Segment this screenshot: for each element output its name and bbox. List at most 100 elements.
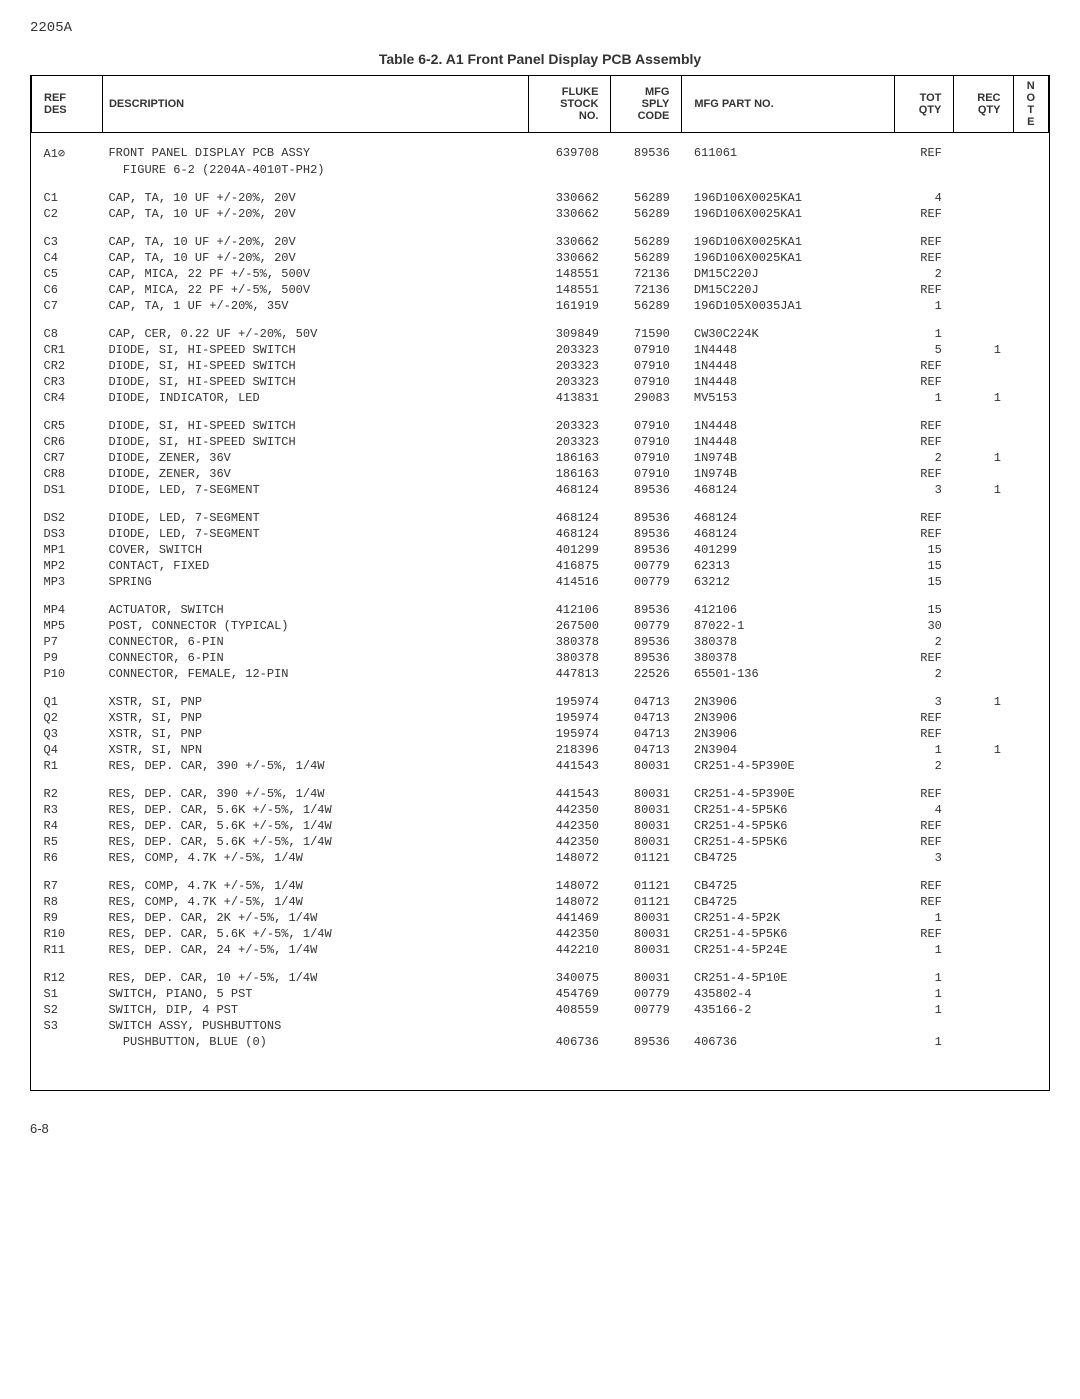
- parts-table-container: REF DES DESCRIPTION FLUKE STOCK NO. MFG …: [30, 75, 1050, 1091]
- cell: 22526: [611, 666, 682, 682]
- cell: CW30C224K: [682, 326, 895, 342]
- cell: 148551: [528, 266, 611, 282]
- cell: CAP, TA, 10 UF +/-20%, 20V: [102, 250, 528, 266]
- cell: [895, 162, 954, 178]
- cell: R7: [32, 878, 103, 894]
- cell: RES, COMP, 4.7K +/-5%, 1/4W: [102, 850, 528, 866]
- cell: [1013, 510, 1049, 526]
- cell: XSTR, SI, NPN: [102, 742, 528, 758]
- cell: RES, COMP, 4.7K +/-5%, 1/4W: [102, 894, 528, 910]
- cell: [954, 374, 1013, 390]
- cell: S3: [32, 1018, 103, 1034]
- cell: RES, DEP. CAR, 5.6K +/-5%, 1/4W: [102, 926, 528, 942]
- cell: [1013, 942, 1049, 958]
- cell: [1013, 694, 1049, 710]
- cell: REF: [895, 834, 954, 850]
- cell: CR251-4-5P2K: [682, 910, 895, 926]
- cell: [954, 834, 1013, 850]
- cell: [954, 250, 1013, 266]
- cell: R11: [32, 942, 103, 958]
- cell: RES, DEP. CAR, 10 +/-5%, 1/4W: [102, 970, 528, 986]
- cell: 406736: [528, 1034, 611, 1050]
- cell: 72136: [611, 266, 682, 282]
- cell: REF: [895, 510, 954, 526]
- cell: [1013, 910, 1049, 926]
- table-row: R12RES, DEP. CAR, 10 +/-5%, 1/4W34007580…: [32, 970, 1049, 986]
- cell: REF: [895, 466, 954, 482]
- table-row: C8CAP, CER, 0.22 UF +/-20%, 50V309849715…: [32, 326, 1049, 342]
- cell: DIODE, INDICATOR, LED: [102, 390, 528, 406]
- cell: CR8: [32, 466, 103, 482]
- cell: 161919: [528, 298, 611, 314]
- cell: [954, 970, 1013, 986]
- cell: 380378: [682, 634, 895, 650]
- cell: 148551: [528, 282, 611, 298]
- col-note: N O T E: [1013, 76, 1049, 133]
- cell: CR6: [32, 434, 103, 450]
- cell: 07910: [611, 374, 682, 390]
- cell: 442350: [528, 926, 611, 942]
- cell: R12: [32, 970, 103, 986]
- cell: 330662: [528, 234, 611, 250]
- cell: DM15C220J: [682, 266, 895, 282]
- cell: [1013, 618, 1049, 634]
- cell: DS2: [32, 510, 103, 526]
- table-row: C1CAP, TA, 10 UF +/-20%, 20V330662562891…: [32, 190, 1049, 206]
- cell: 04713: [611, 710, 682, 726]
- table-row: DS1DIODE, LED, 7-SEGMENT4681248953646812…: [32, 482, 1049, 498]
- cell: 80031: [611, 910, 682, 926]
- table-row: R10RES, DEP. CAR, 5.6K +/-5%, 1/4W442350…: [32, 926, 1049, 942]
- table-row: C2CAP, TA, 10 UF +/-20%, 20V330662562891…: [32, 206, 1049, 222]
- table-row: C7CAP, TA, 1 UF +/-20%, 35V1619195628919…: [32, 298, 1049, 314]
- cell: R8: [32, 894, 103, 910]
- cell: 80031: [611, 758, 682, 774]
- cell: [1013, 282, 1049, 298]
- cell: [1013, 1018, 1049, 1034]
- cell: [954, 602, 1013, 618]
- cell: Q2: [32, 710, 103, 726]
- table-row: S1SWITCH, PIANO, 5 PST45476900779435802-…: [32, 986, 1049, 1002]
- cell: 80031: [611, 926, 682, 942]
- col-tot: TOT QTY: [895, 76, 954, 133]
- cell: RES, DEP. CAR, 390 +/-5%, 1/4W: [102, 786, 528, 802]
- table-row: R1RES, DEP. CAR, 390 +/-5%, 1/4W44154380…: [32, 758, 1049, 774]
- cell: 1: [895, 1034, 954, 1050]
- cell: 196D106X0025KA1: [682, 206, 895, 222]
- cell: 1N4448: [682, 434, 895, 450]
- cell: C3: [32, 234, 103, 250]
- cell: [954, 726, 1013, 742]
- cell: 72136: [611, 282, 682, 298]
- table-row: CR2DIODE, SI, HI-SPEED SWITCH20332307910…: [32, 358, 1049, 374]
- parts-table: REF DES DESCRIPTION FLUKE STOCK NO. MFG …: [31, 75, 1049, 1090]
- cell: CR5: [32, 418, 103, 434]
- cell: [954, 206, 1013, 222]
- cell: DIODE, LED, 7-SEGMENT: [102, 526, 528, 542]
- cell: REF: [895, 726, 954, 742]
- cell: 442350: [528, 818, 611, 834]
- table-row: R3RES, DEP. CAR, 5.6K +/-5%, 1/4W4423508…: [32, 802, 1049, 818]
- cell: 435166-2: [682, 1002, 895, 1018]
- cell: [1013, 145, 1049, 162]
- cell: REF: [895, 374, 954, 390]
- table-row: Q4XSTR, SI, NPN218396047132N390411: [32, 742, 1049, 758]
- cell: 468124: [682, 526, 895, 542]
- cell: [954, 786, 1013, 802]
- col-ref: REF DES: [32, 76, 103, 133]
- cell: 3: [895, 850, 954, 866]
- cell: [1013, 1002, 1049, 1018]
- cell: 414516: [528, 574, 611, 590]
- cell: [1013, 466, 1049, 482]
- cell: REF: [895, 434, 954, 450]
- cell: CAP, CER, 0.22 UF +/-20%, 50V: [102, 326, 528, 342]
- cell: 2: [895, 634, 954, 650]
- cell: [682, 1018, 895, 1034]
- table-row: R11RES, DEP. CAR, 24 +/-5%, 1/4W44221080…: [32, 942, 1049, 958]
- table-row: A1⊘FRONT PANEL DISPLAY PCB ASSY639708895…: [32, 145, 1049, 162]
- cell: 89536: [611, 1034, 682, 1050]
- cell: [611, 162, 682, 178]
- cell: [1013, 526, 1049, 542]
- cell: P9: [32, 650, 103, 666]
- cell: [1013, 878, 1049, 894]
- table-row: CR5DIODE, SI, HI-SPEED SWITCH20332307910…: [32, 418, 1049, 434]
- cell: [954, 758, 1013, 774]
